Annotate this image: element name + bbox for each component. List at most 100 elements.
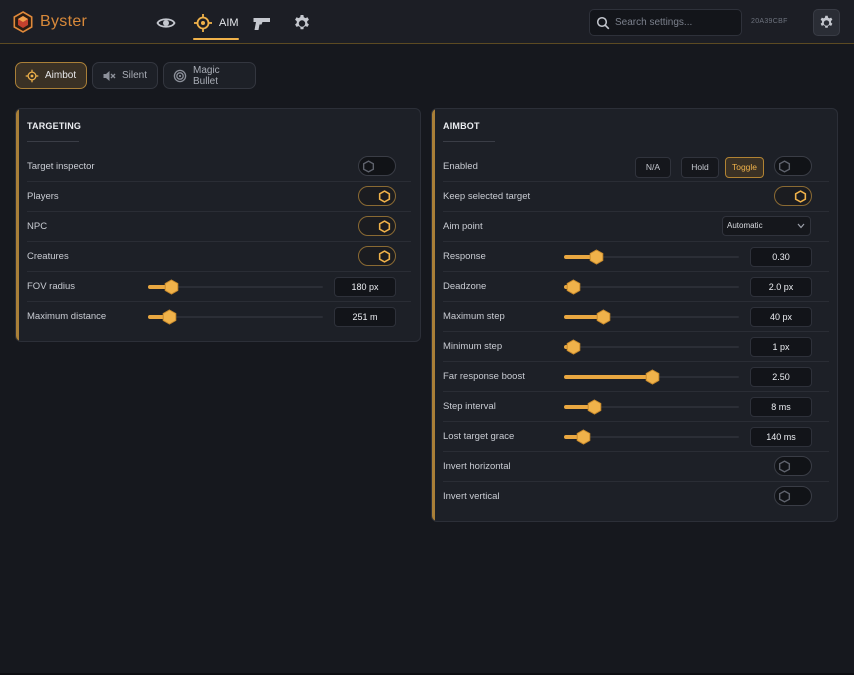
deadzone-value[interactable]: 2.0 px <box>750 277 812 297</box>
keep-selected-target-label: Keep selected target <box>443 191 531 202</box>
maximum-distance-value[interactable]: 251 m <box>334 307 396 327</box>
response-label: Response <box>443 251 486 262</box>
maximum-step-value[interactable]: 40 px <box>750 307 812 327</box>
npc-toggle[interactable] <box>358 216 396 236</box>
crosshair-icon <box>25 69 39 83</box>
fov-radius-slider[interactable] <box>148 272 323 302</box>
invert-vertical-label: Invert vertical <box>443 491 500 502</box>
slider-thumb-icon[interactable] <box>164 279 179 295</box>
enabled-na-option[interactable]: N/A <box>635 157 671 178</box>
target-inspector-toggle[interactable] <box>358 156 396 176</box>
hexagon-knob-icon <box>362 160 375 173</box>
aim-point-value: Automatic <box>727 221 763 230</box>
far-response-boost-label: Far response boost <box>443 371 525 382</box>
step-interval-slider[interactable] <box>564 392 739 422</box>
nav-tab-settings[interactable] <box>292 8 312 38</box>
slider-track <box>148 316 323 318</box>
far-response-boost-slider[interactable] <box>564 362 739 392</box>
eye-icon <box>156 18 176 28</box>
fov-radius-value[interactable]: 180 px <box>334 277 396 297</box>
enabled-hold-option[interactable]: Hold <box>681 157 719 178</box>
players-label: Players <box>27 191 59 202</box>
app-name: Byster <box>40 13 88 30</box>
creatures-row: Creatures <box>27 242 411 272</box>
mode-aimbot-button[interactable]: Aimbot <box>15 62 87 89</box>
slider-fill <box>148 285 171 289</box>
maximum-distance-row: Maximum distance 251 m <box>27 302 411 332</box>
deadzone-slider[interactable] <box>564 272 739 302</box>
enabled-toggle[interactable] <box>774 156 812 176</box>
target-inspector-row: Target inspector <box>27 152 411 182</box>
nav-tab-aim[interactable]: AIM <box>193 8 239 40</box>
settings-button[interactable] <box>813 9 840 36</box>
maximum-distance-label: Maximum distance <box>27 311 107 322</box>
slider-thumb-icon[interactable] <box>566 279 581 295</box>
mode-silent-button[interactable]: Silent <box>92 62 158 89</box>
far-response-boost-row: Far response boost 2.50 <box>443 362 829 392</box>
slider-fill <box>564 405 594 409</box>
slider-fill <box>564 435 583 439</box>
hexagon-knob-icon <box>378 190 391 203</box>
slider-fill <box>564 375 652 379</box>
aimbot-title: AIMBOT <box>443 121 480 131</box>
keep-selected-target-toggle[interactable] <box>774 186 812 206</box>
top-bar: Byster AIM 20A39CBF <box>0 0 854 44</box>
slider-thumb-icon[interactable] <box>566 339 581 355</box>
step-interval-row: Step interval 8 ms <box>443 392 829 422</box>
maximum-step-slider[interactable] <box>564 302 739 332</box>
aim-point-row: Aim point Automatic <box>443 212 829 242</box>
nav-tab-weapons[interactable] <box>252 8 272 38</box>
slider-track <box>564 316 739 318</box>
step-interval-value[interactable]: 8 ms <box>750 397 812 417</box>
enabled-row: Enabled N/A Hold Toggle <box>443 152 829 182</box>
build-id: 20A39CBF <box>751 18 788 25</box>
hexagon-knob-icon <box>794 190 807 203</box>
aim-point-select[interactable]: Automatic <box>722 216 811 236</box>
response-row: Response 0.30 <box>443 242 829 272</box>
slider-thumb-icon[interactable] <box>576 429 591 445</box>
nav-tab-visuals[interactable] <box>156 8 176 38</box>
mode-magic-bullet-label: Magic Bullet <box>193 64 220 87</box>
players-row: Players <box>27 182 411 212</box>
minimum-step-slider[interactable] <box>564 332 739 362</box>
target-rings-icon <box>173 69 187 82</box>
lost-target-grace-value[interactable]: 140 ms <box>750 427 812 447</box>
search-box[interactable] <box>589 9 742 36</box>
target-inspector-label: Target inspector <box>27 161 95 172</box>
minimum-step-value[interactable]: 1 px <box>750 337 812 357</box>
maximum-distance-slider[interactable] <box>148 302 323 332</box>
creatures-toggle[interactable] <box>358 246 396 266</box>
chevron-down-icon <box>797 223 805 229</box>
title-divider <box>443 141 495 142</box>
nav-tab-aim-label: AIM <box>219 17 239 29</box>
response-slider[interactable] <box>564 242 739 272</box>
slider-thumb-icon[interactable] <box>596 309 611 325</box>
enabled-toggle-option[interactable]: Toggle <box>725 157 764 178</box>
far-response-boost-value[interactable]: 2.50 <box>750 367 812 387</box>
deadzone-label: Deadzone <box>443 281 487 292</box>
mode-magic-bullet-button[interactable]: Magic Bullet <box>163 62 256 89</box>
byster-logo-icon <box>13 11 33 33</box>
npc-label: NPC <box>27 221 48 232</box>
fov-radius-label: FOV radius <box>27 281 76 292</box>
slider-track <box>564 256 739 258</box>
minimum-step-row: Minimum step 1 px <box>443 332 829 362</box>
lost-target-grace-slider[interactable] <box>564 422 739 452</box>
invert-horizontal-toggle[interactable] <box>774 456 812 476</box>
slider-track <box>564 436 739 438</box>
panel-accent-bar <box>16 109 19 341</box>
search-input[interactable] <box>615 17 735 28</box>
enabled-label: Enabled <box>443 161 478 172</box>
players-toggle[interactable] <box>358 186 396 206</box>
slider-thumb-icon[interactable] <box>589 249 604 265</box>
gear-icon <box>818 14 835 31</box>
muted-speaker-icon <box>103 70 116 81</box>
slider-thumb-icon[interactable] <box>587 399 602 415</box>
lost-target-grace-label: Lost target grace <box>443 431 515 442</box>
invert-vertical-row: Invert vertical <box>443 482 829 512</box>
response-value[interactable]: 0.30 <box>750 247 812 267</box>
slider-thumb-icon[interactable] <box>162 309 177 325</box>
slider-thumb-icon[interactable] <box>645 369 660 385</box>
invert-vertical-toggle[interactable] <box>774 486 812 506</box>
keep-selected-target-row: Keep selected target <box>443 182 829 212</box>
